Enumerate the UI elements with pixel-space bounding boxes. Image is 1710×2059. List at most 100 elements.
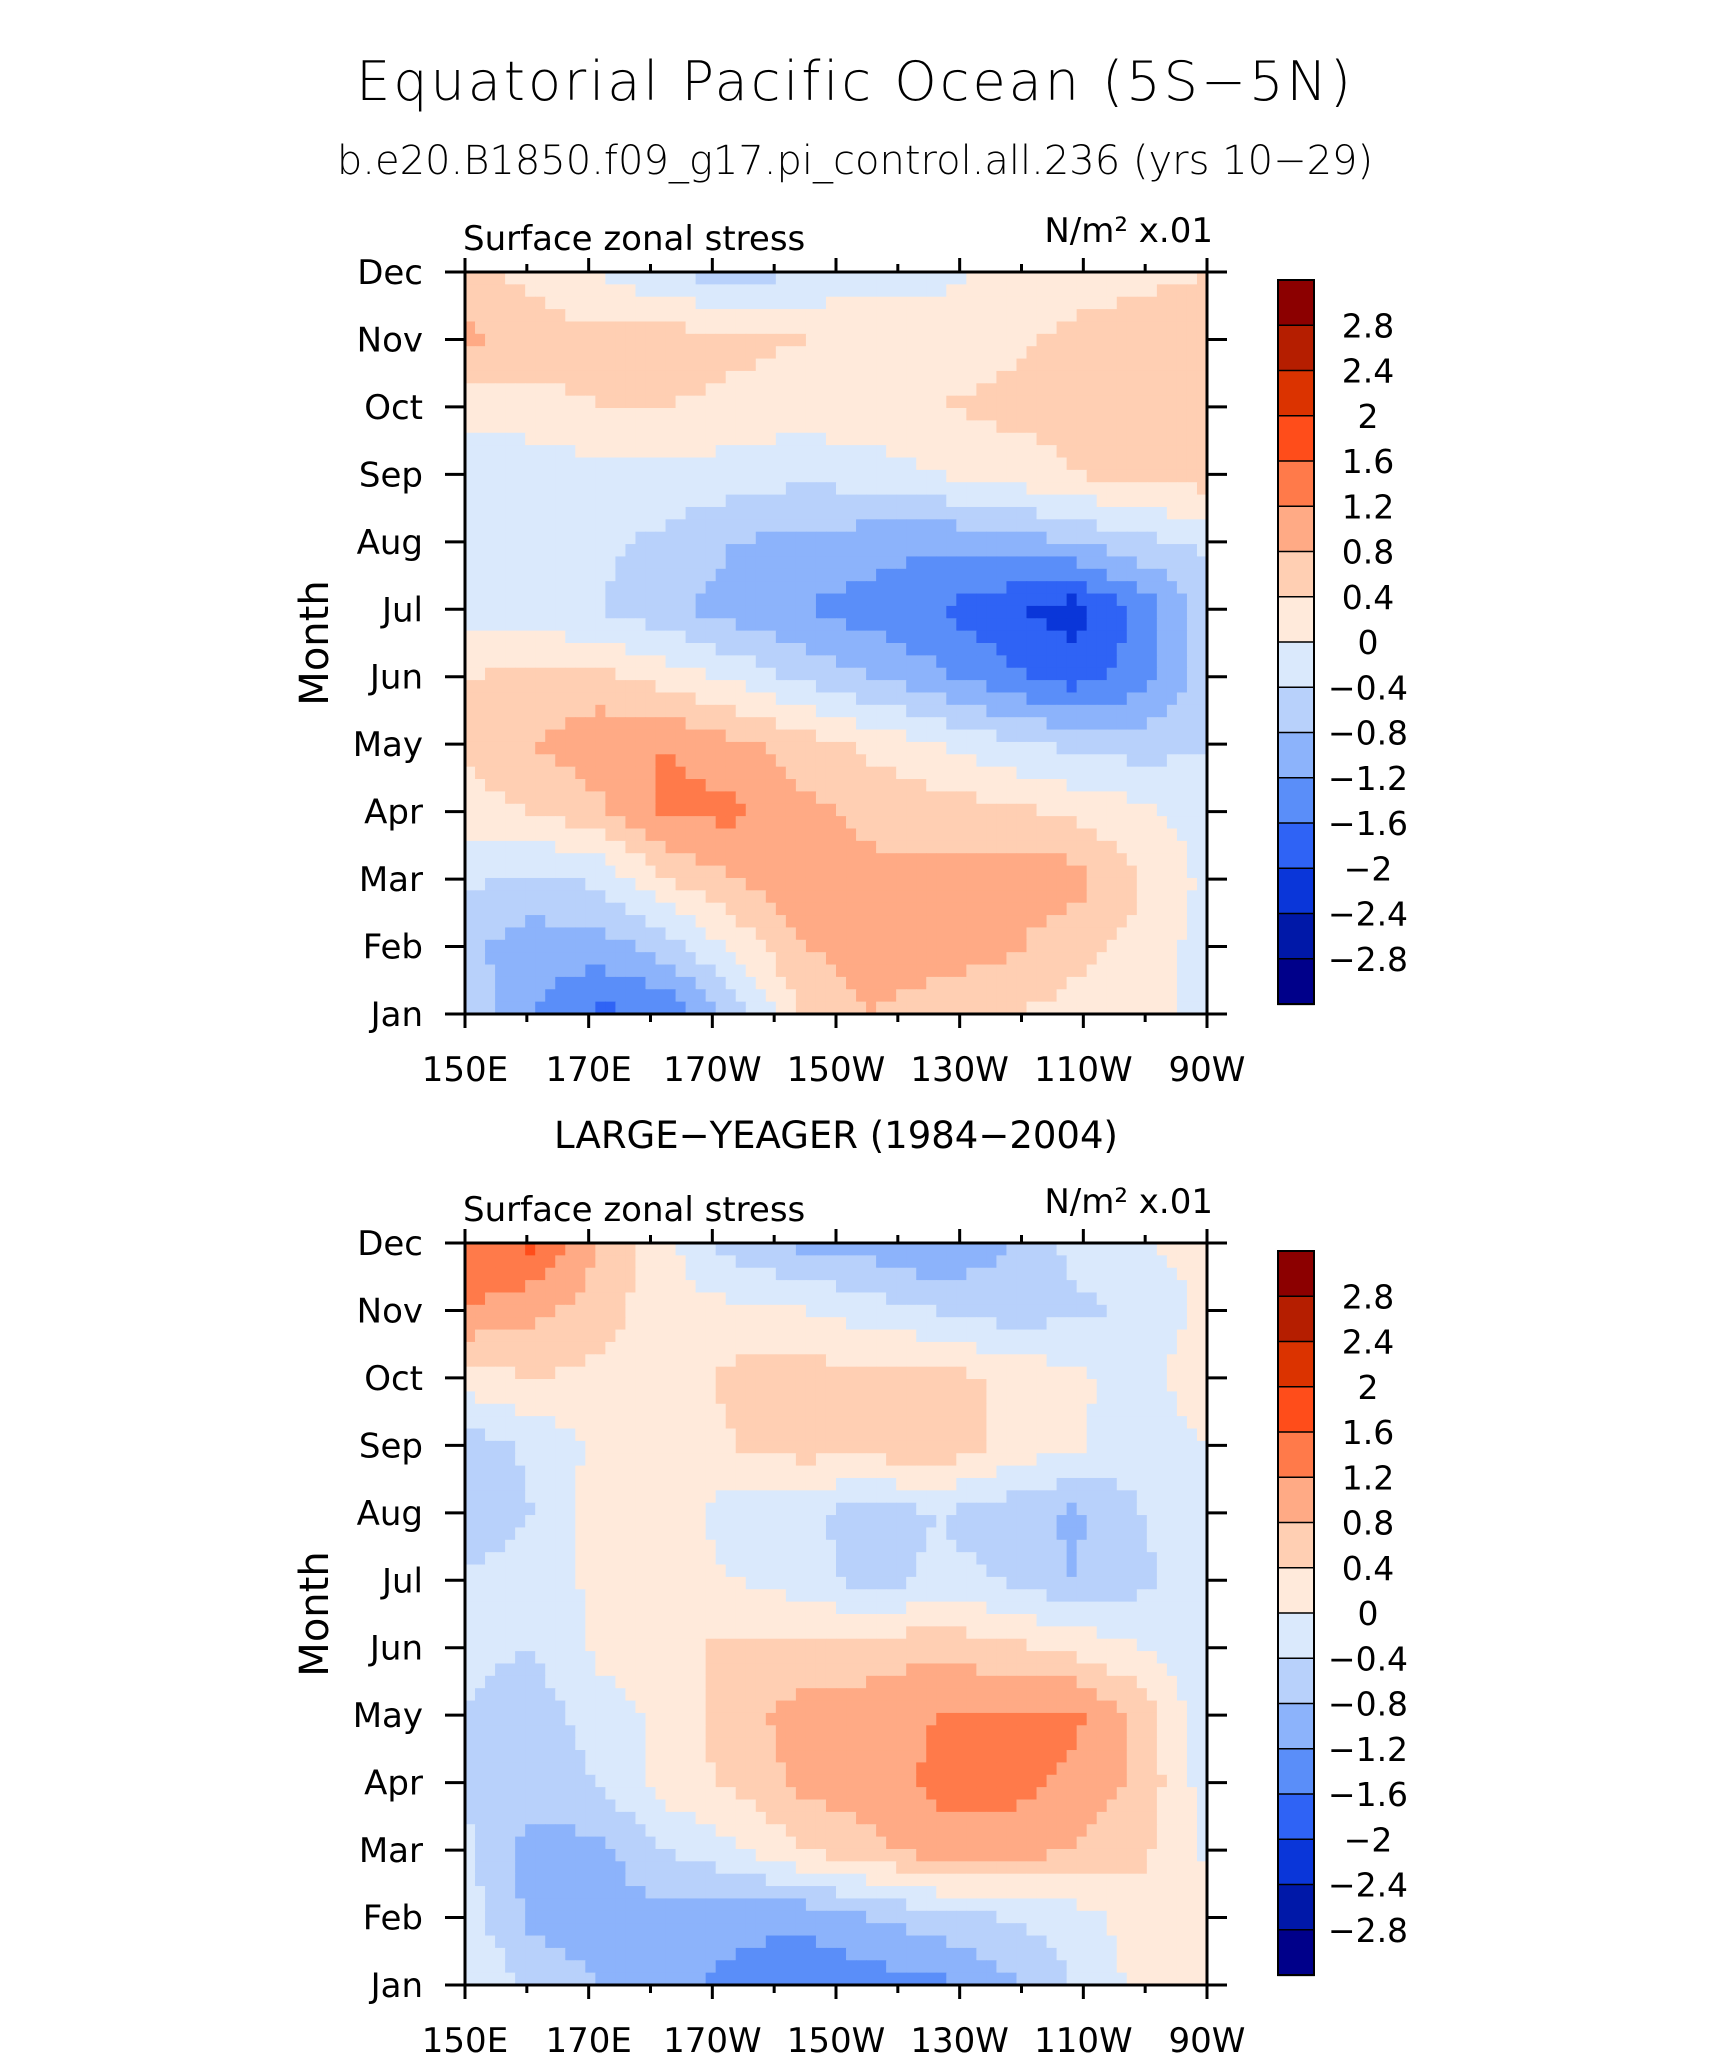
contour-cell [1097, 1255, 1108, 1268]
contour-cell [886, 631, 897, 644]
contour-cell [1127, 927, 1138, 940]
contour-cell [876, 940, 887, 953]
contour-cell [696, 767, 707, 780]
contour-cell [886, 779, 897, 792]
contour-cell [1097, 396, 1108, 409]
contour-cell [465, 668, 476, 681]
contour-cell [976, 1280, 987, 1293]
y-tick-label: Oct [364, 388, 423, 428]
contour-cell [1167, 631, 1178, 644]
contour-cell [656, 730, 667, 743]
contour-cell [1097, 767, 1108, 780]
contour-cell [525, 680, 536, 693]
contour-cell [1027, 989, 1038, 1002]
contour-cell [535, 594, 546, 607]
contour-cell [1187, 767, 1198, 780]
contour-cell [615, 309, 626, 322]
contour-cell [475, 408, 486, 421]
contour-cell [1006, 841, 1017, 854]
contour-cell [886, 717, 897, 730]
contour-cell [645, 1292, 656, 1305]
contour-cell [535, 346, 546, 359]
contour-cell [485, 816, 496, 829]
contour-cell [1127, 420, 1138, 433]
contour-cell [676, 940, 687, 953]
contour-cell [595, 420, 606, 433]
contour-cell [535, 284, 546, 297]
contour-cell [1027, 816, 1038, 829]
contour-cell [555, 680, 566, 693]
contour-cell [936, 1243, 947, 1256]
contour-cell [986, 618, 997, 631]
contour-cell [726, 433, 737, 446]
contour-cell [856, 705, 867, 718]
contour-cell [876, 717, 887, 730]
contour-cell [796, 482, 807, 495]
contour-cell [1187, 297, 1198, 310]
contour-cell [706, 791, 717, 804]
contour-cell [696, 334, 707, 347]
contour-cell [856, 940, 867, 953]
contour-cell [696, 804, 707, 817]
contour-cell [1057, 680, 1068, 693]
contour-cell [1077, 791, 1088, 804]
contour-cell [876, 1280, 887, 1293]
contour-cell [615, 581, 626, 594]
contour-cell [936, 569, 947, 582]
contour-cell [1157, 668, 1168, 681]
contour-cell [1117, 730, 1128, 743]
contour-cell [505, 532, 516, 545]
contour-cell [966, 532, 977, 545]
contour-cell [1157, 977, 1168, 990]
contour-cell [796, 359, 807, 372]
contour-cell [585, 1243, 596, 1256]
contour-cell [1147, 1255, 1158, 1268]
contour-cell [485, 977, 496, 990]
y-axis-label: Month [292, 580, 338, 705]
contour-cell [1177, 853, 1188, 866]
contour-cell [1097, 408, 1108, 421]
contour-cell [575, 309, 586, 322]
contour-cell [1187, 569, 1198, 582]
contour-cell [886, 334, 897, 347]
contour-cell [1037, 965, 1048, 978]
contour-cell [776, 717, 787, 730]
contour-cell [1067, 804, 1078, 817]
contour-cell [786, 1268, 797, 1281]
contour-cell [535, 730, 546, 743]
contour-cell [706, 631, 717, 644]
contour-cell [1157, 1255, 1168, 1268]
contour-cell [1016, 383, 1027, 396]
contour-cell [1127, 915, 1138, 928]
contour-cell [806, 420, 817, 433]
contour-cell [515, 556, 526, 569]
contour-cell [846, 309, 857, 322]
contour-cell [776, 383, 787, 396]
contour-cell [846, 977, 857, 990]
contour-cell [926, 804, 937, 817]
contour-cell [686, 1292, 697, 1305]
contour-cell [1107, 420, 1118, 433]
contour-cell [1027, 519, 1038, 532]
contour-cell [635, 655, 646, 668]
contour-cell [726, 631, 737, 644]
contour-cell [856, 655, 867, 668]
contour-cell [856, 1243, 867, 1256]
contour-cell [1006, 890, 1017, 903]
contour-cell [625, 606, 636, 619]
contour-cell [1167, 989, 1178, 1002]
contour-cell [996, 408, 1007, 421]
contour-cell [625, 297, 636, 310]
contour-cell [465, 532, 476, 545]
contour-cell [856, 742, 867, 755]
contour-cell [716, 482, 727, 495]
contour-cell [615, 1292, 626, 1305]
contour-cell [926, 284, 937, 297]
contour-cell [706, 779, 717, 792]
contour-cell [966, 581, 977, 594]
contour-cell [746, 940, 757, 953]
contour-cell [896, 482, 907, 495]
contour-cell [686, 618, 697, 631]
contour-cell [1047, 371, 1058, 384]
contour-cell [1147, 297, 1158, 310]
